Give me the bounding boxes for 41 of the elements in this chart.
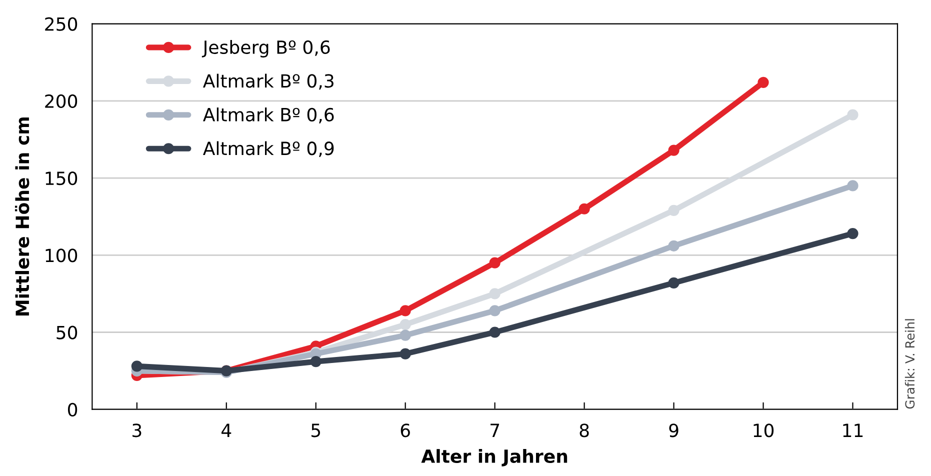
point — [847, 109, 858, 120]
point — [668, 204, 680, 216]
x-tick-label: 4 — [222, 424, 232, 437]
x-axis-title: Alter in Jahren — [421, 449, 568, 466]
y-tick-label: 50 — [56, 326, 78, 340]
point — [668, 240, 680, 252]
y-axis-title: Mittlere Höhe in cm — [14, 117, 30, 316]
point — [400, 305, 411, 316]
y-tick-label: 250 — [45, 17, 78, 31]
text: Grafik: V. Reihl — [904, 319, 915, 409]
point — [847, 228, 858, 240]
legend-label: Jesberg Bº 0,6 — [202, 40, 330, 58]
legend-label: Altmark Bº 0,6 — [202, 108, 334, 124]
x-tick-label: 6 — [400, 424, 410, 438]
y-tick-label: 200 — [45, 94, 78, 108]
point — [400, 318, 411, 330]
y-tick-label: 0 — [68, 402, 78, 416]
point — [489, 257, 500, 268]
point — [310, 356, 322, 368]
x-tick-label: 11 — [843, 424, 863, 437]
point — [578, 203, 590, 214]
x-tick-label: 8 — [580, 424, 589, 438]
legend-label: Altmark Bº 0,9 — [202, 141, 334, 158]
point — [489, 305, 500, 316]
x-tick-label: 7 — [490, 424, 500, 437]
point — [847, 180, 858, 192]
point — [758, 76, 769, 88]
x-tick-label: 5 — [312, 424, 320, 438]
point — [131, 360, 142, 372]
y-tick-label: 100 — [46, 248, 78, 262]
point — [489, 326, 500, 338]
y-tick-label: 150 — [46, 171, 78, 186]
legend-label: Altmark Bº 0,3 — [202, 74, 334, 90]
x-tick-label: 10 — [754, 424, 774, 438]
point — [489, 288, 500, 300]
point — [668, 144, 680, 156]
x-tick-label: 3 — [132, 424, 142, 438]
point — [668, 277, 680, 288]
point — [400, 330, 411, 341]
point — [400, 348, 411, 360]
x-tick-label: 9 — [669, 424, 678, 438]
